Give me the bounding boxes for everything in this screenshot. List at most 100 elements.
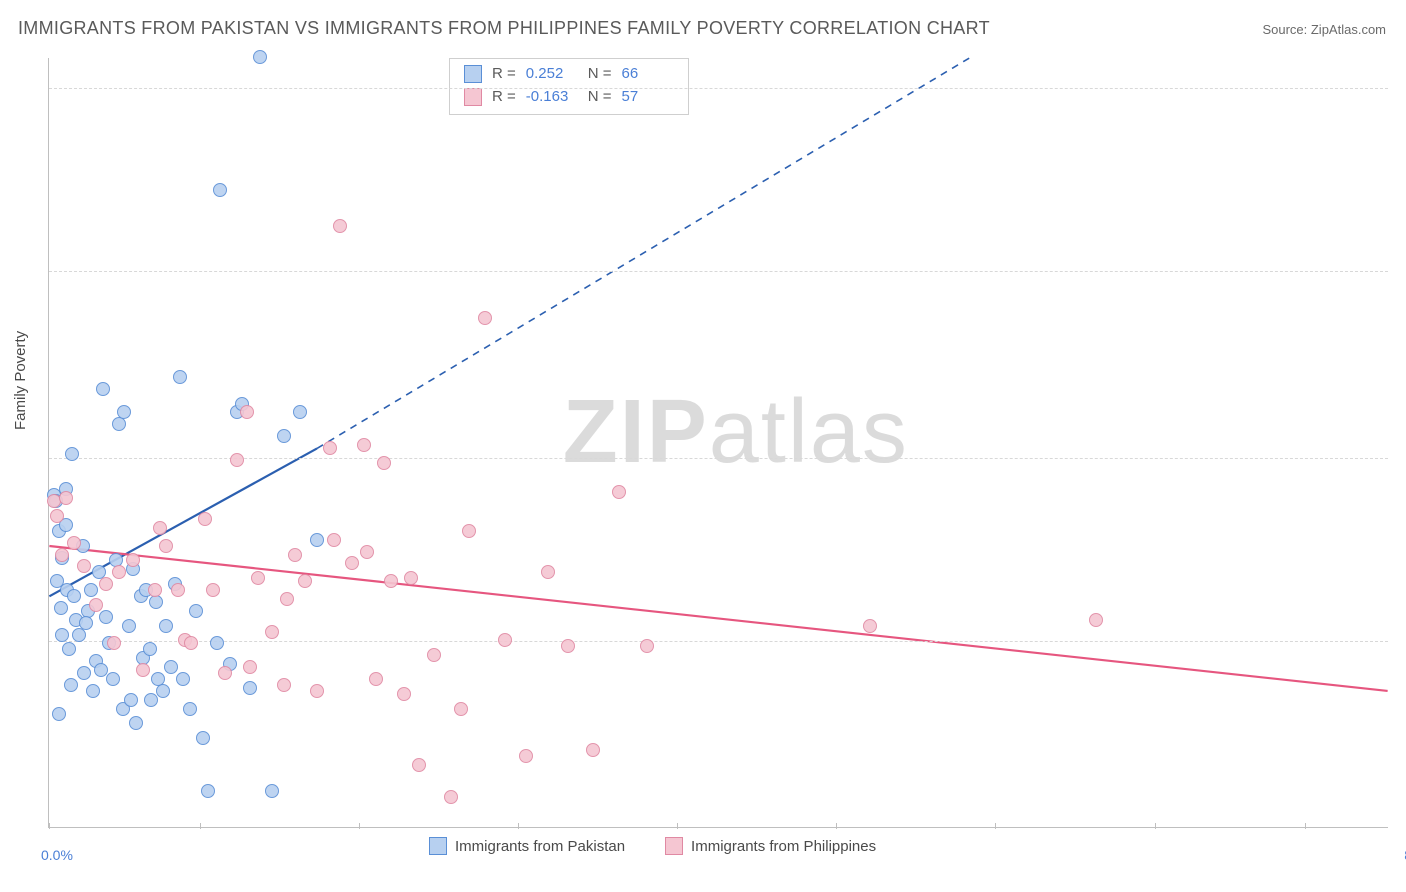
legend: Immigrants from Pakistan Immigrants from… [429, 837, 876, 855]
data-point [136, 663, 150, 677]
r-label: R = [492, 86, 516, 109]
data-point [265, 625, 279, 639]
data-point [153, 521, 167, 535]
data-point [112, 565, 126, 579]
data-point [176, 672, 190, 686]
swatch-series-b [665, 837, 683, 855]
x-axis-min-label: 0.0% [41, 847, 73, 863]
data-point [159, 619, 173, 633]
trend-lines-layer [49, 58, 1388, 827]
legend-item-a: Immigrants from Pakistan [429, 837, 625, 855]
data-point [189, 604, 203, 618]
source-attribution: Source: ZipAtlas.com [1262, 22, 1386, 37]
data-point [427, 648, 441, 662]
trend-line-dashed [317, 58, 969, 448]
data-point [412, 758, 426, 772]
data-point [117, 405, 131, 419]
data-point [498, 633, 512, 647]
data-point [265, 784, 279, 798]
data-point [183, 702, 197, 716]
data-point [541, 565, 555, 579]
r-value-a: 0.252 [526, 63, 578, 86]
data-point [99, 577, 113, 591]
data-point [213, 183, 227, 197]
data-point [384, 574, 398, 588]
data-point [218, 666, 232, 680]
correlation-stats-box: R = 0.252 N = 66 R = -0.163 N = 57 [449, 58, 689, 115]
data-point [106, 672, 120, 686]
n-label: N = [588, 63, 612, 86]
data-point [50, 509, 64, 523]
x-tick [836, 823, 837, 829]
stats-row-series-a: R = 0.252 N = 66 [464, 63, 674, 86]
data-point [164, 660, 178, 674]
data-point [293, 405, 307, 419]
data-point [561, 639, 575, 653]
n-value-a: 66 [622, 63, 674, 86]
gridline [49, 641, 1388, 642]
data-point [143, 642, 157, 656]
x-tick [359, 823, 360, 829]
data-point [1089, 613, 1103, 627]
x-tick [1305, 823, 1306, 829]
gridline [49, 88, 1388, 89]
data-point [94, 663, 108, 677]
data-point [323, 441, 337, 455]
data-point [126, 553, 140, 567]
data-point [184, 636, 198, 650]
chart-title: IMMIGRANTS FROM PAKISTAN VS IMMIGRANTS F… [18, 18, 990, 39]
data-point [519, 749, 533, 763]
stats-row-series-b: R = -0.163 N = 57 [464, 86, 674, 109]
data-point [345, 556, 359, 570]
data-point [79, 616, 93, 630]
data-point [107, 636, 121, 650]
data-point [612, 485, 626, 499]
data-point [404, 571, 418, 585]
data-point [77, 559, 91, 573]
data-point [96, 382, 110, 396]
swatch-series-a [429, 837, 447, 855]
x-tick [518, 823, 519, 829]
legend-item-b: Immigrants from Philippines [665, 837, 876, 855]
data-point [144, 693, 158, 707]
trend-line-solid [49, 448, 317, 596]
data-point [310, 684, 324, 698]
data-point [586, 743, 600, 757]
data-point [77, 666, 91, 680]
data-point [67, 589, 81, 603]
plot-area: ZIPatlas R = 0.252 N = 66 R = -0.163 N =… [48, 58, 1388, 828]
data-point [251, 571, 265, 585]
n-value-b: 57 [622, 86, 674, 109]
data-point [357, 438, 371, 452]
data-point [124, 693, 138, 707]
data-point [310, 533, 324, 547]
data-point [84, 583, 98, 597]
data-point [55, 548, 69, 562]
data-point [59, 491, 73, 505]
data-point [65, 447, 79, 461]
x-tick [200, 823, 201, 829]
gridline [49, 271, 1388, 272]
data-point [327, 533, 341, 547]
data-point [369, 672, 383, 686]
data-point [86, 684, 100, 698]
data-point [360, 545, 374, 559]
data-point [148, 583, 162, 597]
r-label: R = [492, 63, 516, 86]
data-point [64, 678, 78, 692]
data-point [640, 639, 654, 653]
data-point [230, 453, 244, 467]
data-point [171, 583, 185, 597]
data-point [478, 311, 492, 325]
data-point [280, 592, 294, 606]
data-point [67, 536, 81, 550]
data-point [377, 456, 391, 470]
data-point [201, 784, 215, 798]
x-tick [995, 823, 996, 829]
swatch-series-a [464, 65, 482, 83]
legend-label-a: Immigrants from Pakistan [455, 838, 625, 855]
swatch-series-b [464, 88, 482, 106]
data-point [333, 219, 347, 233]
data-point [52, 707, 66, 721]
data-point [454, 702, 468, 716]
